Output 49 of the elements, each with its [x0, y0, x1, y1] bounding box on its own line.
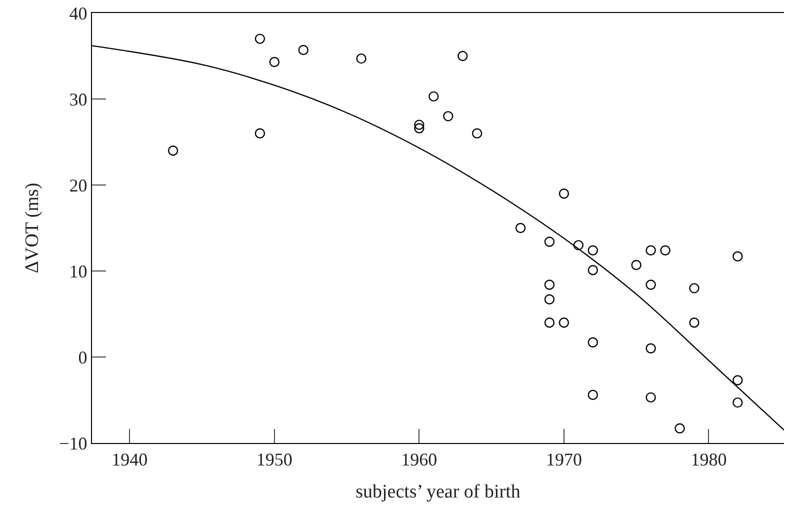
point: [544, 318, 555, 328]
point: [588, 337, 598, 348]
x-axis-title: subjects’ year of birth: [356, 482, 521, 502]
y-tick-label: 20: [69, 175, 88, 196]
point: [573, 240, 584, 250]
point: [558, 188, 570, 199]
x-tick-label: 1980: [690, 450, 727, 470]
point: [515, 222, 526, 234]
point: [254, 128, 266, 138]
point: [689, 318, 700, 328]
x-tick-label: 1970: [546, 450, 582, 470]
x-tick-label: 1950: [256, 450, 292, 470]
point: [674, 423, 685, 434]
y-tick-label: 10: [69, 261, 88, 282]
point: [544, 236, 555, 247]
point: [588, 265, 598, 276]
point: [414, 120, 424, 130]
y-tick-label: 30: [69, 89, 88, 110]
point: [428, 91, 439, 102]
point: [660, 245, 670, 256]
point: [356, 53, 366, 64]
point: [588, 245, 598, 256]
point: [689, 283, 700, 294]
point: [646, 392, 656, 403]
point: [732, 397, 743, 408]
y-axis-title: ΔVOT (ms): [22, 182, 43, 274]
point: [646, 343, 656, 354]
point: [544, 280, 555, 290]
point: [588, 390, 598, 400]
x-tick-label: 1960: [401, 450, 438, 470]
point: [544, 294, 555, 304]
y-tick-label: 40: [69, 3, 88, 24]
y-tick-label: −10: [59, 433, 88, 454]
point: [168, 146, 178, 156]
point: [472, 128, 482, 138]
point: [254, 34, 266, 44]
point: [558, 318, 570, 328]
point: [732, 375, 743, 386]
x-tick-label: 1940: [112, 450, 148, 470]
point: [414, 123, 424, 134]
point: [458, 50, 468, 62]
point: [269, 56, 280, 68]
point: [443, 111, 454, 122]
point: [298, 44, 308, 56]
point: [631, 260, 642, 270]
point: [646, 245, 656, 256]
point: [646, 280, 656, 290]
point: [732, 251, 743, 262]
y-tick-label: 0: [78, 347, 88, 368]
